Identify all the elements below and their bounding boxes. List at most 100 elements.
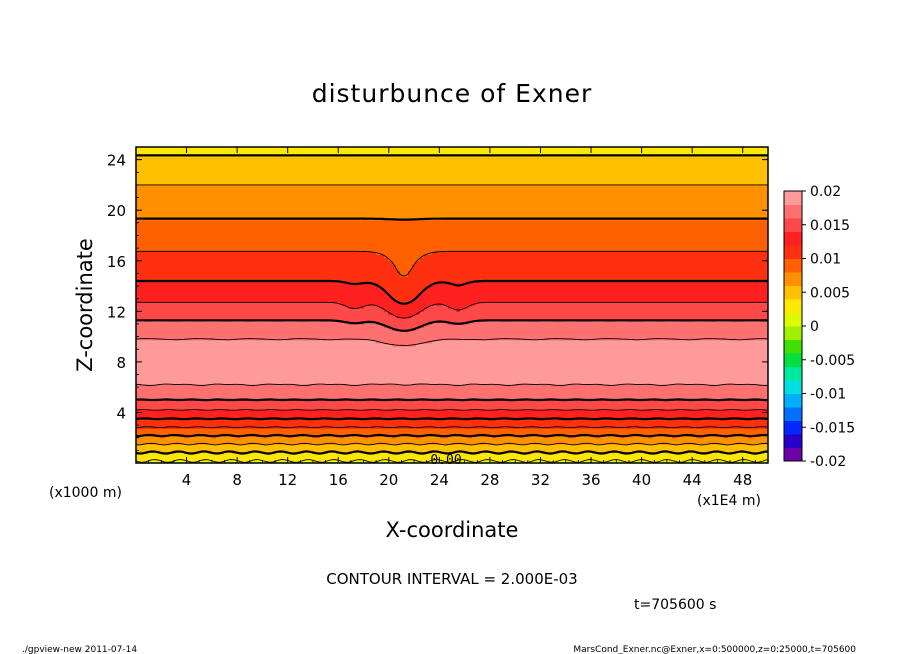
field-cell [564, 431, 569, 436]
field-cell [284, 421, 289, 426]
field-cell [304, 402, 309, 407]
field-cell [732, 434, 737, 439]
field-cell [140, 453, 145, 458]
field-cell [192, 444, 197, 448]
field-cell [596, 437, 601, 442]
field-cell [336, 402, 341, 407]
field-cell [228, 437, 233, 442]
field-cell [324, 431, 329, 436]
field-cell [752, 440, 757, 445]
field-cell [504, 453, 509, 458]
field-cell [240, 415, 245, 420]
field-cell [448, 459, 453, 463]
field-cell [364, 402, 369, 407]
field-cell [436, 459, 441, 463]
field-cell [712, 415, 717, 420]
field-cell [264, 412, 269, 417]
field-cell [144, 396, 149, 401]
field-cell [200, 396, 205, 401]
field-cell [164, 406, 169, 410]
field-cell [520, 431, 525, 436]
field-cell [532, 437, 537, 442]
field-cell [244, 409, 249, 414]
field-cell [576, 399, 581, 404]
field-cell [260, 421, 265, 426]
field-cell [520, 456, 525, 461]
field-cell [644, 415, 649, 420]
field-cell [752, 431, 757, 436]
field-cell [448, 437, 453, 442]
field-cell [532, 402, 537, 407]
field-cell [760, 421, 765, 426]
field-cell [408, 456, 413, 461]
field-cell [684, 459, 689, 463]
field-cell [644, 428, 649, 432]
field-cell [656, 421, 661, 426]
field-cell [724, 421, 729, 426]
field-cell [584, 402, 589, 407]
field-cell [236, 399, 241, 404]
field-cell [620, 409, 625, 414]
field-cell [476, 421, 481, 426]
field-cell [732, 440, 737, 445]
field-cell [452, 456, 457, 461]
field-cell [672, 412, 677, 417]
field-cell [412, 437, 417, 442]
field-cell [500, 402, 505, 407]
field-cell [164, 453, 169, 458]
field-cell [668, 459, 673, 463]
field-cell [720, 412, 725, 417]
field-cell [680, 402, 685, 407]
field-cell [180, 402, 185, 407]
field-cell [724, 440, 729, 445]
field-cell [704, 402, 709, 407]
field-cell [516, 453, 521, 458]
field-cell [364, 418, 369, 423]
field-cell [448, 421, 453, 426]
field-cell [632, 399, 637, 404]
field-cell [328, 459, 333, 463]
field-cell [668, 421, 673, 426]
field-cell [680, 409, 685, 414]
field-cell [412, 444, 417, 448]
field-cell [360, 402, 365, 407]
field-cell [736, 447, 741, 451]
field-cell [556, 396, 561, 401]
field-cell [644, 437, 649, 442]
field-cell [360, 447, 365, 451]
field-cell [440, 409, 445, 414]
field-cell [384, 447, 389, 451]
field-cell [676, 402, 681, 407]
field-cell [408, 421, 413, 426]
field-cell [480, 431, 485, 436]
field-cell [436, 453, 441, 458]
field-cell [744, 406, 749, 410]
field-cell [208, 421, 213, 426]
field-cell [540, 453, 545, 458]
field-cell [268, 444, 273, 448]
field-cell [444, 425, 449, 429]
field-cell [680, 412, 685, 417]
field-cell [660, 447, 665, 451]
field-cell [268, 412, 273, 417]
field-cell [720, 456, 725, 461]
field-cell [572, 456, 577, 461]
field-cell [216, 437, 221, 442]
field-cell [332, 399, 337, 404]
field-cell [172, 409, 177, 414]
field-cell [308, 399, 313, 404]
field-cell [412, 406, 417, 410]
field-cell [548, 456, 553, 461]
field-cell [712, 421, 717, 426]
field-cell [212, 425, 217, 429]
field-cell [460, 428, 465, 432]
field-cell [624, 453, 629, 458]
field-cell [508, 409, 513, 414]
field-cell [712, 447, 717, 451]
field-cell [440, 425, 445, 429]
field-cell [556, 440, 561, 445]
field-cell [456, 409, 461, 414]
field-cell [756, 409, 761, 414]
field-cell [380, 415, 385, 420]
field-cell [444, 437, 449, 442]
